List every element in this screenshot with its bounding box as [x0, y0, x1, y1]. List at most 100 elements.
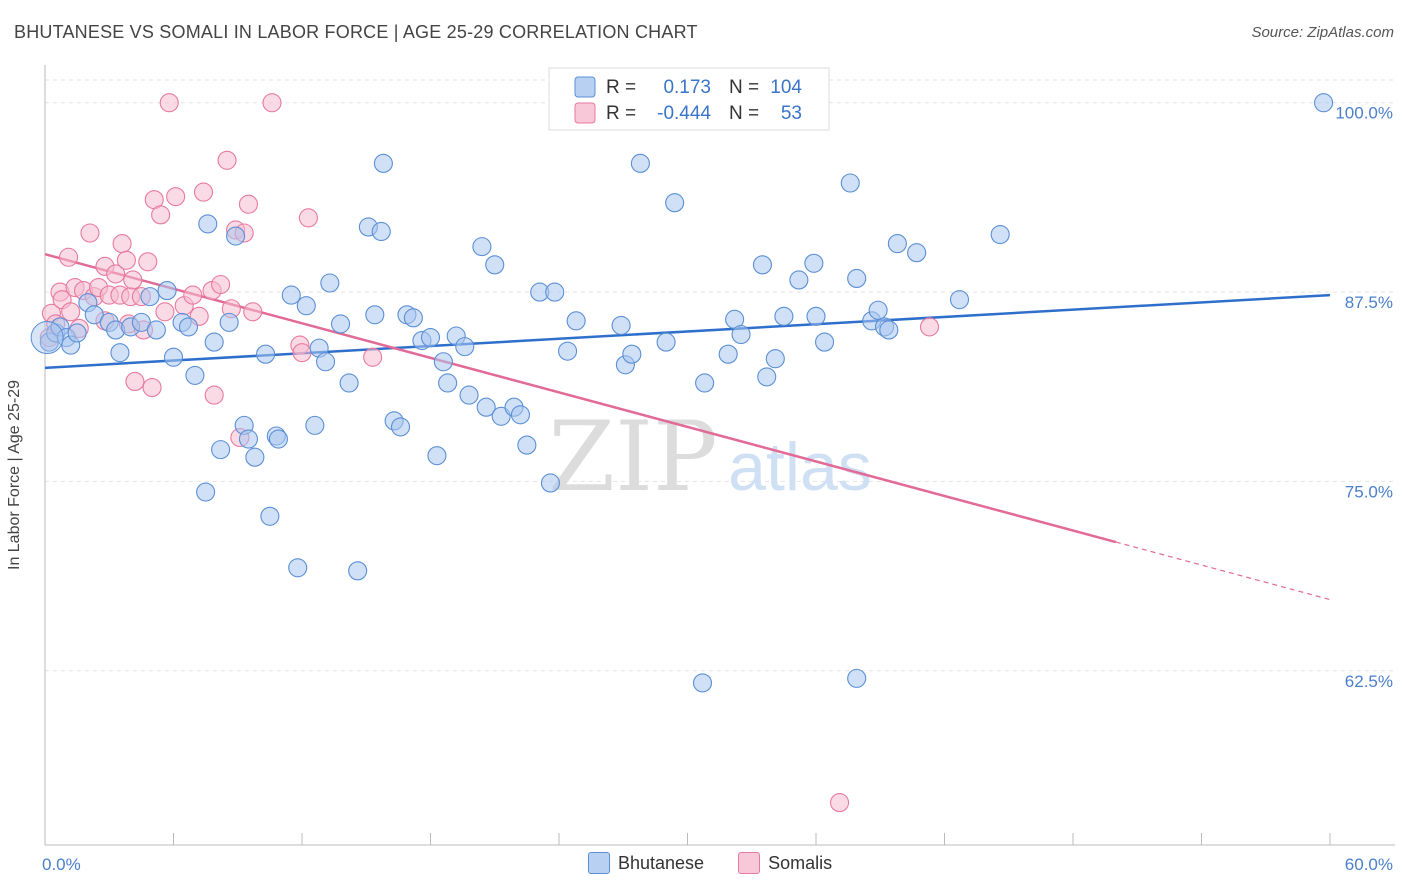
watermark: ZIP atlas — [548, 401, 871, 513]
bhutanese-point — [438, 373, 458, 393]
legend-item-bhutanese[interactable]: Bhutanese — [588, 852, 704, 874]
bhutanese-point — [403, 308, 423, 328]
bhutanese-point — [887, 234, 907, 254]
legend-swatch — [588, 852, 610, 874]
bhutanese-point — [238, 429, 259, 449]
bhutanese-point — [1314, 93, 1334, 113]
bhutanese-point — [84, 305, 104, 325]
bhutanese-point — [140, 287, 160, 307]
somalis-point — [217, 150, 237, 170]
bhutanese-point — [371, 221, 391, 242]
somalis-point — [142, 377, 162, 398]
bhutanese-point — [185, 365, 205, 385]
somalis-point — [204, 385, 224, 405]
bhutanese-point — [260, 506, 280, 526]
bhutanese-point — [320, 273, 340, 293]
chart-title: BHUTANESE VS SOMALI IN LABOR FORCE | AGE… — [14, 22, 698, 42]
bhutanese-point — [840, 173, 860, 193]
somalis-point — [292, 343, 312, 363]
bhutanese-point — [305, 415, 325, 435]
bhutanese-points — [30, 93, 1334, 693]
legend-label-somalis: Somalis — [768, 852, 833, 873]
bhutanese-point — [789, 270, 809, 290]
bhutanese-point — [476, 397, 496, 417]
somalis-point — [166, 187, 186, 207]
bhutanese-point — [226, 226, 246, 246]
bhutanese-point — [204, 332, 224, 352]
watermark-zip: ZIP — [548, 401, 717, 513]
somalis-point — [238, 194, 259, 214]
somalis-point — [123, 270, 143, 290]
bhutanese-point — [268, 429, 288, 449]
somalis-point — [125, 371, 145, 392]
y-tick-label: 87.5% — [1345, 293, 1393, 312]
somalis-point — [80, 223, 100, 243]
bhutanese-point — [752, 255, 773, 275]
legend-n-label-somalis: N = — [729, 103, 759, 124]
bhutanese-point — [373, 153, 393, 173]
somalis-trendline-extension — [1115, 541, 1331, 601]
watermark-atlas: atlas — [728, 429, 872, 505]
bhutanese-point — [558, 341, 578, 361]
legend-r-label-bhutanese: R = — [606, 77, 636, 98]
bhutanese-point — [348, 561, 368, 581]
bhutanese-point — [847, 668, 867, 688]
tick-labels: 100.0% 87.5% 75.0% 62.5% 0.0% 60.0% — [42, 104, 1393, 874]
bhutanese-point — [198, 214, 218, 234]
somalis-point — [61, 302, 81, 322]
bhutanese-point — [665, 193, 685, 213]
bhutanese-point — [288, 558, 308, 578]
somalis-point — [116, 250, 136, 270]
chart-source: Source: ZipAtlas.com — [1251, 24, 1394, 41]
bhutanese-point — [178, 317, 199, 337]
bhutanese-point — [804, 253, 824, 273]
legend-item-somalis[interactable]: Somalis — [738, 852, 832, 874]
bhutanese-point — [765, 349, 785, 369]
bhutanese-point — [949, 290, 970, 310]
axes — [44, 65, 1395, 846]
bhutanese-point — [390, 417, 411, 437]
bhutanese-point — [510, 405, 531, 425]
bhutanese-point — [990, 224, 1010, 245]
bhutanese-point-cluster — [30, 321, 64, 355]
bhutanese-point — [131, 312, 151, 332]
bhutanese-point — [245, 447, 265, 467]
bhutanese-point — [630, 153, 650, 173]
bhutanese-point — [540, 473, 560, 493]
bhutanese-point — [692, 673, 713, 693]
bhutanese-point — [163, 347, 184, 367]
series-legend: Bhutanese Somalis — [588, 852, 856, 874]
y-tick-label: 62.5% — [1345, 672, 1393, 691]
bhutanese-point — [815, 332, 835, 352]
bhutanese-point — [67, 323, 87, 343]
bhutanese-point — [256, 344, 276, 364]
somalis-point — [106, 264, 126, 284]
bhutanese-point — [695, 373, 715, 393]
somalis-point — [211, 274, 231, 295]
bhutanese-point — [907, 243, 927, 263]
bhutanese-point — [731, 324, 751, 345]
somalis-point — [138, 252, 158, 272]
bhutanese-point — [806, 306, 826, 326]
bhutanese-point — [455, 337, 475, 357]
bhutanese-point — [157, 281, 177, 301]
bhutanese-point — [433, 352, 453, 372]
bhutanese-point — [365, 305, 385, 325]
legend-r-value-bhutanese: 0.173 — [663, 77, 711, 98]
somalis-point — [298, 208, 318, 228]
somalis-point — [243, 302, 263, 322]
legend-swatch-somalis — [574, 102, 596, 124]
bhutanese-point — [611, 315, 631, 335]
somalis-point — [830, 793, 850, 813]
bhutanese-point — [847, 268, 867, 288]
bhutanese-point — [420, 327, 441, 348]
bhutanese-point — [566, 311, 586, 331]
legend-r-label-somalis: R = — [606, 103, 636, 124]
legend-n-label-bhutanese: N = — [729, 77, 759, 98]
bhutanese-point — [517, 435, 537, 455]
x-tick-label: 0.0% — [42, 855, 81, 874]
somalis-point — [159, 93, 179, 113]
legend-n-value-somalis: 53 — [781, 103, 802, 124]
bhutanese-point — [545, 282, 565, 302]
